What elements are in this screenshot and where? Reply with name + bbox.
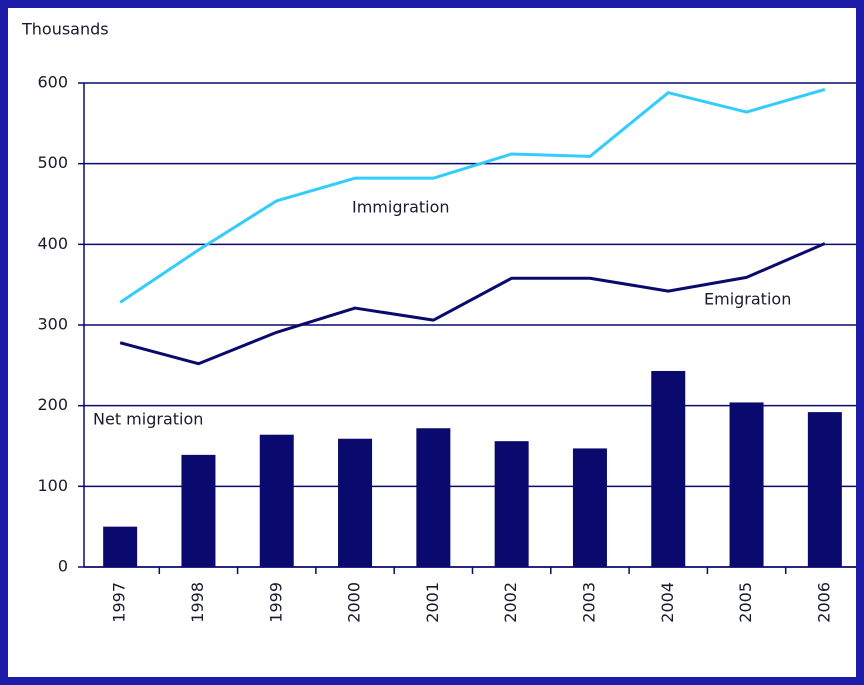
bar (729, 402, 764, 567)
bar (181, 454, 216, 567)
y-tick-label: 600 (37, 73, 68, 92)
line (119, 88, 826, 304)
x-tick-label: 2003 (579, 582, 598, 623)
x-tick-label: 1997 (110, 582, 129, 623)
x-tick-label: 1999 (266, 582, 285, 623)
x-tick-label: 2000 (345, 582, 364, 623)
bar (338, 438, 373, 567)
y-tick-label: 300 (37, 315, 68, 334)
series-label: Net migration (93, 410, 203, 429)
bar (651, 370, 686, 567)
y-axis-label: Thousands (21, 20, 109, 39)
bar (494, 441, 529, 567)
y-tick-label: 0 (58, 557, 68, 576)
y-tick-label: 100 (37, 476, 68, 495)
bar (807, 412, 842, 567)
series-label: Emigration (704, 290, 791, 309)
bar (103, 526, 138, 567)
series-label: Immigration (352, 198, 450, 217)
bar (416, 428, 451, 567)
bar (259, 434, 294, 567)
line (119, 242, 826, 366)
x-tick-label: 1998 (188, 582, 207, 623)
y-tick-label: 500 (37, 153, 68, 172)
x-tick-label: 2004 (658, 582, 677, 623)
y-tick-label: 200 (37, 395, 68, 414)
bar (572, 448, 607, 567)
x-tick-label: 2002 (501, 582, 520, 623)
x-tick-label: 2001 (423, 582, 442, 623)
y-tick-label: 400 (37, 234, 68, 253)
x-tick-label: 2006 (814, 582, 833, 623)
x-tick-label: 2005 (736, 582, 755, 623)
